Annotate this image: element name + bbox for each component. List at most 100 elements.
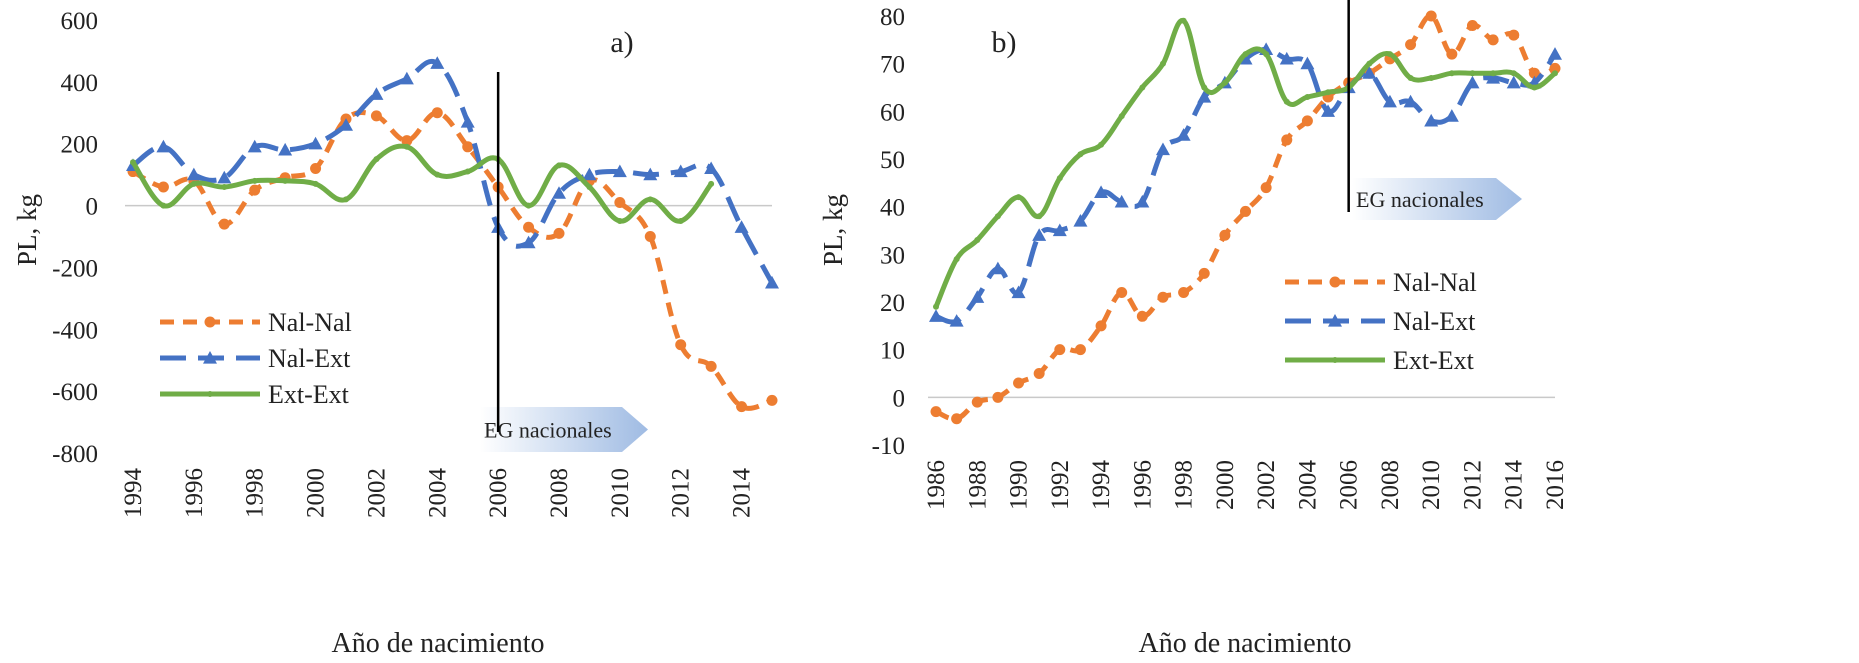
x-tick-label: 1988 bbox=[964, 460, 991, 510]
data-point-nal-ext bbox=[217, 170, 232, 184]
x-tick-label: 2008 bbox=[1377, 460, 1404, 510]
data-point-nal-nal bbox=[1178, 286, 1190, 298]
x-tick-label: 2014 bbox=[1501, 460, 1528, 511]
data-point-nal-ext bbox=[399, 71, 414, 85]
data-point-ext-ext bbox=[1201, 84, 1208, 91]
y-tick-label: 70 bbox=[880, 52, 905, 79]
data-point-nal-ext bbox=[949, 314, 964, 327]
data-point-nal-ext bbox=[1155, 142, 1170, 156]
data-point-nal-nal bbox=[675, 339, 687, 351]
data-point-ext-ext bbox=[1139, 84, 1146, 91]
data-point-ext-ext bbox=[556, 162, 562, 169]
data-point-ext-ext bbox=[1490, 70, 1497, 77]
data-point-nal-ext bbox=[765, 275, 779, 289]
data-point-nal-nal bbox=[1405, 39, 1417, 51]
x-tick-label: 2004 bbox=[424, 468, 451, 519]
data-point-nal-nal bbox=[951, 413, 963, 425]
y-tick-label: 0 bbox=[893, 385, 906, 412]
data-point-nal-nal bbox=[1198, 267, 1210, 279]
data-point-nal-ext bbox=[430, 56, 445, 69]
legend-marker bbox=[1332, 357, 1338, 363]
data-point-ext-ext bbox=[1428, 74, 1435, 81]
data-point-nal-nal bbox=[1095, 320, 1107, 332]
data-point-nal-nal bbox=[1260, 182, 1272, 194]
y-axis-label: PL, kg bbox=[818, 194, 848, 266]
data-point-nal-ext bbox=[582, 167, 597, 181]
y-tick-label: 60 bbox=[880, 99, 905, 126]
data-point-ext-ext bbox=[1469, 70, 1476, 77]
annotation-text: EG nacionales bbox=[1356, 187, 1484, 212]
data-point-nal-ext bbox=[1011, 285, 1026, 299]
data-point-nal-nal bbox=[1508, 29, 1520, 41]
y-tick-label: -800 bbox=[52, 441, 98, 468]
data-point-ext-ext bbox=[933, 303, 939, 310]
data-point-ext-ext bbox=[251, 177, 258, 184]
data-point-ext-ext bbox=[994, 213, 1001, 220]
data-point-ext-ext bbox=[1056, 175, 1063, 182]
data-point-ext-ext bbox=[312, 180, 319, 187]
data-point-nal-nal bbox=[431, 107, 443, 119]
data-point-ext-ext bbox=[434, 171, 441, 178]
data-point-nal-nal bbox=[705, 360, 717, 372]
data-point-ext-ext bbox=[1098, 141, 1105, 148]
y-tick-label: -400 bbox=[52, 317, 98, 344]
x-tick-label: 2016 bbox=[1542, 460, 1569, 510]
data-point-nal-nal bbox=[736, 401, 748, 413]
data-point-nal-nal bbox=[1033, 368, 1045, 379]
x-tick-label: 2002 bbox=[1253, 460, 1280, 510]
data-point-ext-ext bbox=[130, 159, 136, 166]
x-tick-label: 2000 bbox=[303, 468, 330, 518]
data-point-nal-ext bbox=[247, 139, 262, 153]
data-point-ext-ext bbox=[1366, 60, 1373, 67]
data-point-nal-ext bbox=[1465, 75, 1480, 89]
data-point-ext-ext bbox=[1263, 51, 1270, 58]
x-tick-label: 1998 bbox=[1171, 460, 1198, 510]
data-point-ext-ext bbox=[1015, 194, 1022, 201]
data-point-nal-ext bbox=[1486, 70, 1501, 84]
data-point-ext-ext bbox=[1180, 17, 1187, 24]
x-tick-label: 2014 bbox=[729, 468, 756, 519]
series-line-nal-ext bbox=[131, 58, 775, 285]
data-point-nal-ext bbox=[1114, 194, 1129, 208]
data-point-nal-ext bbox=[1321, 104, 1336, 117]
data-point-nal-nal bbox=[1054, 344, 1066, 356]
x-tick-label: 2000 bbox=[1212, 460, 1239, 510]
data-point-nal-nal bbox=[971, 396, 983, 408]
data-point-nal-nal bbox=[249, 184, 261, 196]
y-tick-label: 10 bbox=[880, 338, 905, 365]
data-point-ext-ext bbox=[1531, 84, 1538, 91]
data-point-ext-ext bbox=[1407, 74, 1414, 81]
data-point-nal-nal bbox=[1301, 115, 1313, 127]
data-point-ext-ext bbox=[647, 196, 654, 203]
data-point-nal-ext bbox=[1073, 213, 1088, 227]
data-point-nal-ext bbox=[673, 164, 688, 178]
x-tick-label: 2010 bbox=[607, 468, 634, 518]
x-tick-label: 2002 bbox=[363, 468, 390, 518]
data-point-nal-nal bbox=[1219, 229, 1231, 241]
data-point-ext-ext bbox=[1077, 151, 1084, 158]
data-point-ext-ext bbox=[1118, 113, 1125, 120]
data-point-nal-ext bbox=[1300, 56, 1315, 70]
data-point-ext-ext bbox=[403, 143, 410, 150]
data-point-nal-nal bbox=[766, 394, 778, 406]
data-point-nal-ext bbox=[1032, 228, 1047, 241]
data-point-ext-ext bbox=[974, 237, 981, 244]
data-point-nal-ext bbox=[734, 220, 749, 233]
y-tick-label: -600 bbox=[52, 379, 98, 406]
x-tick-label: 2010 bbox=[1418, 460, 1445, 510]
data-point-ext-ext bbox=[343, 196, 349, 203]
x-tick-label: 1986 bbox=[923, 460, 950, 510]
data-point-ext-ext bbox=[677, 218, 684, 225]
chart-panel-a: -800 -600 -400 -200 0 200 400 600 1994 1996 1998 20… bbox=[12, 8, 779, 659]
data-point-nal-ext bbox=[1362, 66, 1377, 79]
data-point-nal-nal bbox=[462, 141, 474, 153]
annotation-arrow bbox=[480, 407, 648, 452]
data-point-ext-ext bbox=[1304, 94, 1311, 101]
data-point-nal-ext bbox=[1506, 75, 1521, 89]
data-point-ext-ext bbox=[464, 168, 471, 175]
data-point-nal-nal bbox=[644, 231, 656, 242]
data-point-nal-nal bbox=[218, 218, 230, 230]
y-tick-label: 40 bbox=[880, 195, 905, 222]
data-point-nal-ext bbox=[339, 118, 353, 131]
data-point-nal-nal bbox=[1116, 286, 1128, 298]
